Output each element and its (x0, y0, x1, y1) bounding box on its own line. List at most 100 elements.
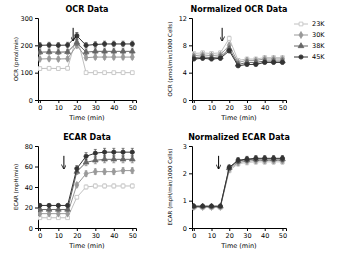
tick: 10 (208, 228, 216, 240)
marker (254, 62, 258, 66)
marker (201, 56, 205, 60)
tick-mark (35, 45, 38, 46)
tick-mark (58, 100, 59, 103)
error-bar (228, 36, 231, 41)
series-line (40, 36, 132, 73)
marker (56, 67, 60, 71)
tick: 80 (25, 143, 38, 151)
y-axis: 020406080 (25, 143, 39, 233)
error-bar (237, 158, 240, 163)
error-bar (122, 184, 125, 188)
error-bar (66, 67, 69, 70)
tick-mark (189, 18, 192, 19)
error-bar-cap (103, 53, 106, 54)
marker (38, 43, 42, 47)
error-bar (245, 156, 248, 162)
legend-marker (299, 32, 303, 39)
axis-line (193, 101, 287, 104)
tick-label: 50 (279, 232, 287, 240)
y-axis: 04812 (179, 15, 193, 105)
tick-mark (58, 228, 59, 231)
tick: 3 (183, 143, 192, 151)
error-bar-cap (75, 165, 78, 166)
error-bar (237, 64, 240, 67)
error-bar (131, 168, 134, 174)
marker (102, 156, 108, 161)
error-bar-cap (85, 159, 88, 160)
marker (130, 71, 134, 75)
tick-label: 10 (208, 104, 216, 112)
tick: 30 (243, 100, 251, 112)
tick-mark (265, 100, 266, 103)
marker (55, 49, 61, 54)
axis-line (35, 147, 39, 229)
tick: 40 (110, 100, 118, 112)
tick-mark (282, 100, 283, 103)
error-bar (75, 33, 78, 39)
tick-mark (189, 146, 192, 147)
marker (121, 150, 125, 154)
error-bar (75, 33, 78, 39)
series (38, 148, 134, 207)
series (192, 156, 285, 208)
error-bar-cap (38, 54, 41, 55)
tick-mark (35, 228, 38, 229)
plot-area (192, 36, 285, 68)
marker (254, 156, 258, 160)
error-bar (122, 168, 125, 174)
tick-label: 40 (261, 104, 269, 112)
error-bar-cap (122, 162, 125, 163)
tick: 20 (226, 100, 234, 112)
tick: 8 (183, 42, 192, 50)
tick-mark (95, 100, 96, 103)
error-bar (103, 71, 106, 74)
marker (102, 48, 108, 53)
marker (263, 156, 267, 160)
series-line (40, 186, 132, 218)
tick: 0 (183, 97, 192, 105)
error-bar (57, 43, 60, 48)
tick-mark (35, 187, 38, 188)
tick-label: 50 (279, 104, 287, 112)
marker (130, 54, 134, 61)
tick-label: 50 (129, 104, 137, 112)
marker (121, 167, 125, 174)
tick-mark (40, 100, 41, 103)
marker (84, 54, 88, 61)
error-bar (94, 149, 97, 156)
series (192, 49, 285, 68)
tick: 0 (38, 100, 42, 112)
tick: 30 (92, 228, 100, 240)
error-bar (237, 158, 240, 163)
x-axis: 0 10 20 30 40 50 (192, 100, 287, 112)
axis-line (189, 19, 193, 101)
panel: 0102030405004812Normalized OCR DataTime … (167, 5, 325, 122)
tick: 50 (279, 100, 287, 112)
x-axis: 01020304050 (38, 228, 137, 240)
tick-label: 0 (192, 104, 196, 112)
error-bar (272, 61, 275, 64)
marker (93, 168, 97, 175)
y-axis-title: ECAR (mpH/min/1000 Cells) (167, 149, 174, 226)
tick-mark (247, 228, 248, 231)
marker (56, 43, 60, 47)
error-bar (281, 156, 284, 162)
error-bar (272, 156, 275, 162)
error-bar-cap (272, 161, 275, 162)
legend-label: 30K (312, 31, 325, 39)
marker (93, 42, 97, 46)
marker (218, 204, 222, 208)
series-line (194, 159, 283, 206)
error-bar (112, 148, 115, 156)
error-bar (48, 204, 51, 206)
marker (112, 42, 116, 46)
error-bar (48, 42, 51, 47)
tick-label: 30 (243, 232, 251, 240)
tick: 10 (55, 100, 63, 112)
marker (66, 66, 70, 70)
marker (112, 150, 116, 154)
tick-mark (229, 100, 230, 103)
marker (38, 67, 42, 71)
marker (75, 195, 79, 199)
tick-label: 60 (25, 163, 33, 171)
